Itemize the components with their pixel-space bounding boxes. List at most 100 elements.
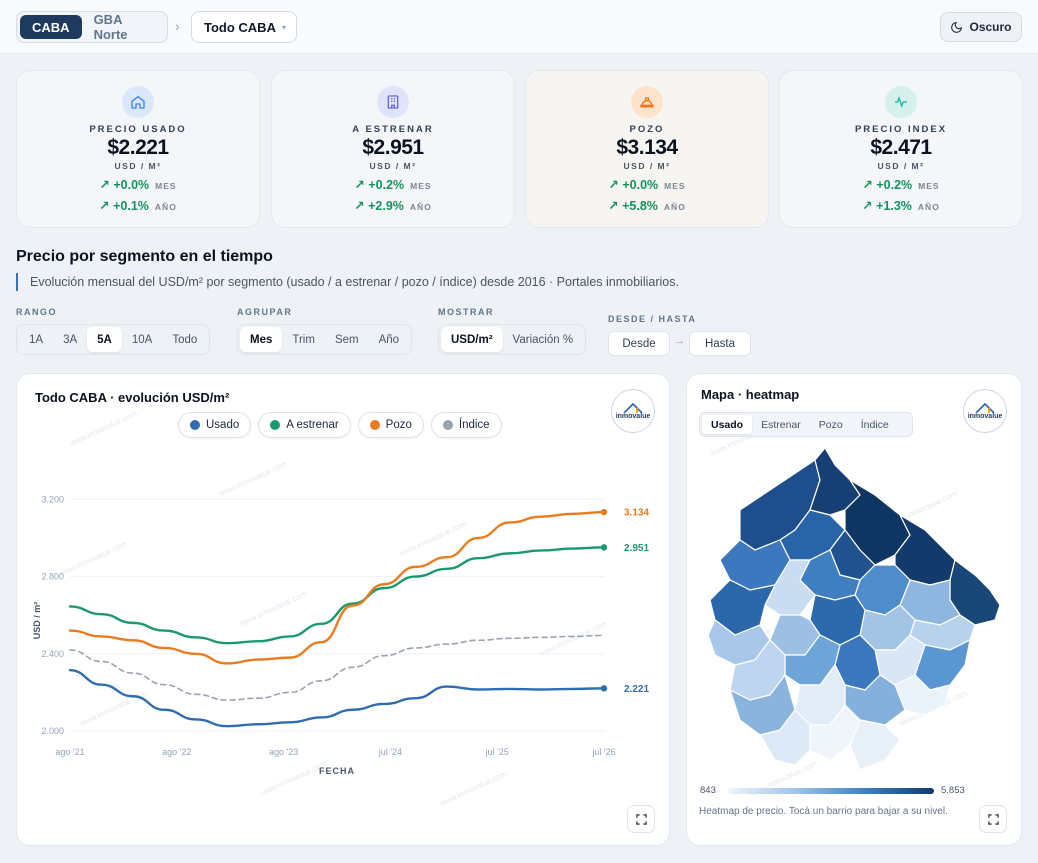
legend-dot — [369, 420, 380, 430]
rango-option-3a[interactable]: 3A — [63, 333, 78, 346]
mostrar-option-usd[interactable]: USD/m² — [441, 327, 503, 352]
area-select[interactable]: Todo CABA ▾ — [191, 11, 297, 43]
kpi-value: $2.471 — [870, 136, 932, 159]
region-toggle: CABA GBA Norte — [16, 11, 168, 43]
moon-icon — [951, 21, 963, 33]
x-tick-label: ago '21 — [55, 747, 84, 757]
kpi-label: A ESTRENAR — [352, 124, 434, 135]
theme-toggle-button[interactable]: Oscuro — [940, 12, 1022, 42]
heatmap-scale-max: 5.853 — [941, 785, 965, 796]
agrupar-option-sem[interactable]: Sem — [334, 333, 359, 346]
kpi-mes-value: +0.0% — [622, 178, 659, 192]
kpi-card-pozo: POZO $3.134 USD / M² ↗ +0.0% MES ↗ +5.8% A… — [525, 70, 769, 228]
caba-heatmap[interactable] — [700, 440, 1010, 780]
kpi-anio-value: +1.3% — [876, 199, 912, 213]
y-tick-label: 2.000 — [41, 726, 64, 736]
map-tab-indice[interactable]: Índice — [860, 418, 889, 431]
expand-icon — [987, 813, 999, 825]
kpi-card-a-estrenar: A ESTRENAR $2.951 USD / M² ↗ +0.2% MES ↗ … — [271, 70, 515, 228]
legend-pozo[interactable]: Pozo — [357, 412, 424, 438]
kpi-anio-label: AÑO — [409, 202, 432, 212]
heatmap-color-scale — [728, 788, 934, 794]
x-tick-label: jul '24 — [378, 747, 402, 757]
kpi-anio-label: AÑO — [663, 202, 686, 212]
line-chart: 2.000 2.400 2.800 3.200 ago '21 ago '22 ago '2… — [32, 494, 649, 776]
rango-selector: 1A 3A 5A 10A Todo — [16, 324, 211, 355]
agrupar-option-anio[interactable]: Año — [378, 333, 400, 346]
kpi-change-mes: ↗ +0.2% MES — [354, 178, 432, 192]
kpi-anio-label: AÑO — [917, 202, 940, 212]
region-caba-button[interactable]: CABA — [20, 15, 82, 39]
chevron-down-icon: ▾ — [281, 22, 286, 32]
building-icon — [377, 86, 409, 118]
agrupar-option-trim[interactable]: Trim — [292, 333, 315, 346]
section-description: Evolución mensual del USD/m² por segment… — [16, 273, 679, 291]
map-tab-usado[interactable]: Usado — [702, 415, 753, 434]
legend-label: Usado — [206, 419, 240, 431]
rango-label: RANGO — [16, 307, 57, 317]
legend-a-estrenar[interactable]: A estrenar — [258, 412, 351, 438]
agrupar-selector: Mes Trim Sem Año — [237, 324, 413, 355]
map-barrio[interactable] — [759, 709, 811, 766]
logo-text: inmovalue — [967, 413, 1003, 420]
kpi-unit: USD / M² — [623, 161, 671, 171]
x-tick-label: ago '23 — [269, 747, 298, 757]
kpi-unit: USD / M² — [369, 161, 417, 171]
top-bar: CABA GBA Norte › Todo CABA ▾ Oscuro — [0, 0, 1038, 54]
map-barrio[interactable] — [894, 674, 951, 716]
kpi-value: $2.951 — [362, 136, 424, 159]
mostrar-selector: USD/m² Variación % — [438, 324, 587, 355]
desde-date-input[interactable]: Desde — [608, 331, 670, 356]
home-icon — [122, 86, 154, 118]
series-end-point — [600, 544, 608, 551]
chevron-right-icon: › — [175, 18, 180, 34]
kpi-change-mes: ↗ +0.2% MES — [862, 178, 940, 192]
y-axis-label: USD / m² — [32, 602, 42, 640]
region-gba-norte-button[interactable]: GBA Norte — [93, 12, 128, 42]
map-tab-estrenar[interactable]: Estrenar — [761, 418, 801, 431]
hardhat-icon — [631, 86, 663, 118]
kpi-change-anio: ↗ +2.9% AÑO — [354, 199, 432, 213]
chart-title: Todo CABA · evolución USD/m² — [35, 390, 230, 405]
legend-label: Índice — [458, 419, 490, 431]
map-barrio[interactable] — [849, 719, 901, 771]
legend-indice[interactable]: Índice — [430, 412, 502, 438]
agrupar-option-mes[interactable]: Mes — [240, 327, 283, 352]
kpi-value: $3.134 — [616, 136, 678, 159]
series-end-label: 3.134 — [624, 508, 649, 519]
map-tab-pozo[interactable]: Pozo — [818, 418, 843, 431]
mostrar-option-variacion[interactable]: Variación % — [512, 333, 574, 346]
expand-chart-button[interactable] — [627, 805, 655, 833]
kpi-mes-label: MES — [918, 181, 940, 191]
kpi-card-precio-index: PRECIO INDEX $2.471 USD / M² ↗ +0.2% MES … — [779, 70, 1023, 228]
legend-label: Pozo — [385, 419, 412, 431]
series-end-point — [600, 508, 608, 516]
chart-legend: Usado A estrenar Pozo Índice — [178, 412, 502, 438]
legend-usado[interactable]: Usado — [178, 412, 252, 438]
x-tick-label: jul '26 — [591, 747, 615, 757]
rango-option-todo[interactable]: Todo — [172, 333, 198, 346]
watermark: www.inmovalue.com — [68, 409, 139, 448]
rango-option-5a[interactable]: 5A — [87, 327, 122, 352]
kpi-mes-value: +0.2% — [368, 178, 405, 192]
kpi-mes-label: MES — [664, 181, 686, 191]
kpi-change-mes: ↗ +0.0% MES — [99, 178, 177, 192]
kpi-change-anio: ↗ +5.8% AÑO — [608, 199, 686, 213]
kpi-anio-label: AÑO — [154, 202, 177, 212]
kpi-mes-value: +0.0% — [113, 178, 150, 192]
theme-toggle-label: Oscuro — [969, 20, 1012, 34]
rango-option-10a[interactable]: 10A — [131, 333, 153, 346]
kpi-mes-label: MES — [155, 181, 177, 191]
kpi-label: POZO — [629, 124, 665, 135]
expand-map-button[interactable] — [979, 805, 1007, 833]
hasta-date-input[interactable]: Hasta — [689, 331, 751, 356]
rango-option-1a[interactable]: 1A — [29, 333, 44, 346]
agrupar-label: AGRUPAR — [237, 307, 293, 317]
kpi-change-mes: ↗ +0.0% MES — [608, 178, 686, 192]
series-line-usado — [68, 668, 606, 728]
legend-dot — [270, 420, 281, 430]
series-line--ndice — [69, 634, 605, 701]
series-end-label: 2.221 — [624, 684, 649, 695]
inmovalue-logo: inmovalue — [963, 389, 1007, 433]
kpi-anio-value: +2.9% — [368, 199, 404, 213]
